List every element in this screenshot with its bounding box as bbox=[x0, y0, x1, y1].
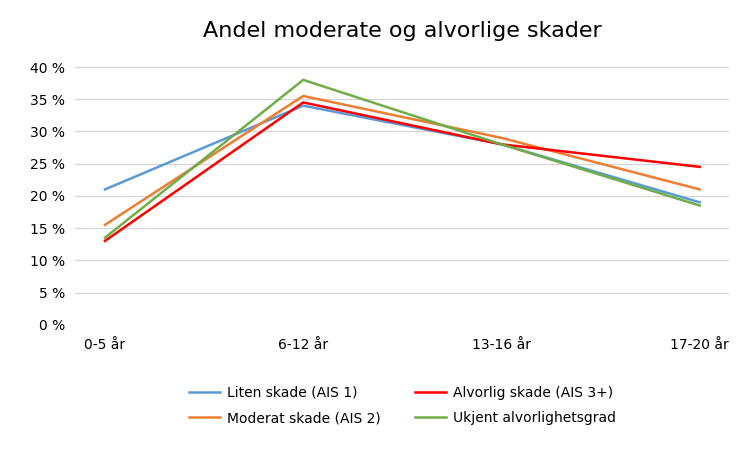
Line: Ukjent alvorlighetsgrad: Ukjent alvorlighetsgrad bbox=[105, 80, 699, 238]
Ukjent alvorlighetsgrad bbox=[695, 203, 704, 208]
Alvorlig skade (AIS 3+) bbox=[695, 164, 704, 170]
Liten skade (AIS 1) bbox=[299, 103, 308, 108]
Moderat skade (AIS 2) bbox=[695, 187, 704, 192]
Line: Moderat skade (AIS 2): Moderat skade (AIS 2) bbox=[105, 96, 699, 225]
Alvorlig skade (AIS 3+) bbox=[299, 100, 308, 105]
Liten skade (AIS 1) bbox=[497, 142, 506, 147]
Line: Alvorlig skade (AIS 3+): Alvorlig skade (AIS 3+) bbox=[105, 102, 699, 241]
Ukjent alvorlighetsgrad bbox=[299, 77, 308, 83]
Ukjent alvorlighetsgrad bbox=[101, 235, 110, 240]
Ukjent alvorlighetsgrad bbox=[497, 142, 506, 147]
Line: Liten skade (AIS 1): Liten skade (AIS 1) bbox=[105, 106, 699, 202]
Moderat skade (AIS 2) bbox=[299, 93, 308, 99]
Legend: Liten skade (AIS 1), Moderat skade (AIS 2), Alvorlig skade (AIS 3+), Ukjent alvo: Liten skade (AIS 1), Moderat skade (AIS … bbox=[183, 380, 621, 431]
Liten skade (AIS 1) bbox=[695, 200, 704, 205]
Moderat skade (AIS 2) bbox=[497, 135, 506, 141]
Alvorlig skade (AIS 3+) bbox=[497, 142, 506, 147]
Alvorlig skade (AIS 3+) bbox=[101, 238, 110, 244]
Moderat skade (AIS 2) bbox=[101, 222, 110, 228]
Liten skade (AIS 1) bbox=[101, 187, 110, 192]
Title: Andel moderate og alvorlige skader: Andel moderate og alvorlige skader bbox=[203, 22, 602, 41]
